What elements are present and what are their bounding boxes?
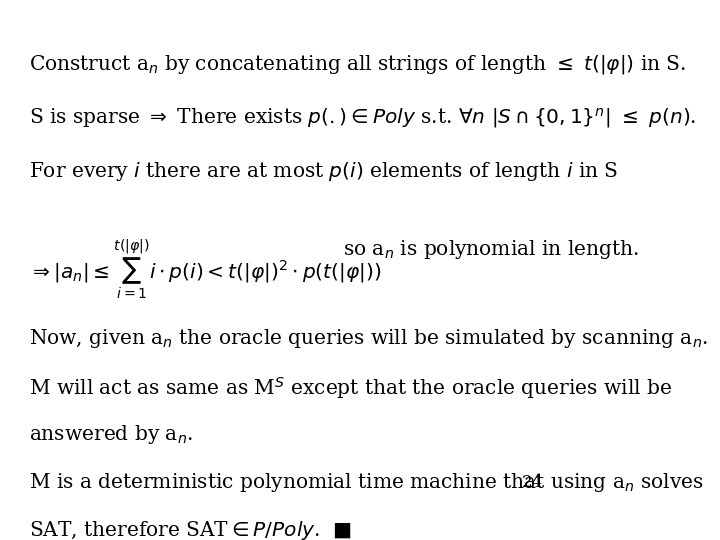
Text: 24: 24	[521, 475, 543, 491]
Text: M is a deterministic polynomial time machine that using a$_n$ solves: M is a deterministic polynomial time mac…	[29, 471, 703, 494]
Text: answered by a$_n$.: answered by a$_n$.	[29, 423, 193, 446]
Text: SAT, therefore SAT$\in$$\it{P/Poly}$.  $\blacksquare$: SAT, therefore SAT$\in$$\it{P/Poly}$. $\…	[29, 519, 351, 540]
Text: Now, given a$_n$ the oracle queries will be simulated by scanning a$_n$.: Now, given a$_n$ the oracle queries will…	[29, 327, 708, 350]
Text: so a$_n$ is polynomial in length.: so a$_n$ is polynomial in length.	[343, 238, 639, 261]
Text: $\Rightarrow |a_n| \leq \sum_{i=1}^{t(|\varphi|)} i \cdot p(i) < t(|\varphi|)^2 : $\Rightarrow |a_n| \leq \sum_{i=1}^{t(|\…	[29, 238, 381, 302]
Text: For every $i$ there are at most $p(i)$ elements of length $i$ in S: For every $i$ there are at most $p(i)$ e…	[29, 160, 618, 183]
Text: M will act as same as M$^S$ except that the oracle queries will be: M will act as same as M$^S$ except that …	[29, 375, 672, 401]
Text: Construct a$_n$ by concatenating all strings of length $\leq$ $t(|\varphi|)$ in : Construct a$_n$ by concatenating all str…	[29, 53, 685, 76]
Text: S is sparse $\Rightarrow$ There exists $p(.)\in Poly$ s.t. $\forall n$ $|S\cap\{: S is sparse $\Rightarrow$ There exists $…	[29, 106, 696, 130]
